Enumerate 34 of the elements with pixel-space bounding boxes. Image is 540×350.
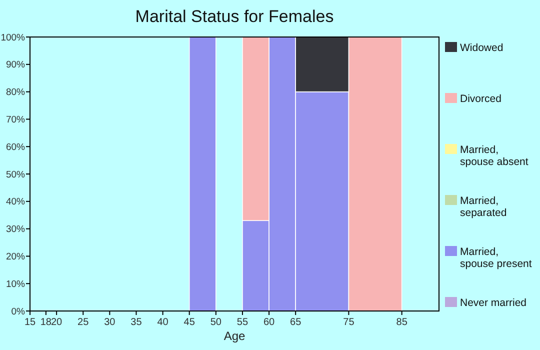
y-tick-label: 50% bbox=[6, 169, 26, 180]
x-tick-label: 25 bbox=[78, 317, 90, 328]
bar bbox=[188, 36, 216, 312]
legend-label: Married, spouse present bbox=[460, 246, 532, 270]
x-axis-title: Age bbox=[224, 329, 246, 343]
x-tick-label: 40 bbox=[157, 317, 169, 328]
legend-label: Widowed bbox=[460, 42, 504, 54]
y-tick-label: 60% bbox=[6, 142, 26, 153]
legend-label: Married, separated bbox=[460, 195, 507, 219]
y-tick-label: 0% bbox=[11, 306, 26, 318]
x-tick-label: 20 bbox=[50, 317, 63, 328]
x-tick-label: 30 bbox=[104, 317, 116, 328]
x-tick-label: 15 bbox=[24, 317, 36, 328]
x-tick-label: 50 bbox=[210, 317, 222, 328]
x-tick-label: 85 bbox=[396, 317, 408, 328]
x-tick-label: 18 bbox=[40, 317, 52, 328]
y-tick-label: 80% bbox=[6, 87, 26, 98]
x-tick-label: 35 bbox=[130, 317, 142, 328]
y-tick-label: 20% bbox=[6, 252, 26, 263]
x-tick-label: 55 bbox=[236, 317, 248, 328]
legend-label: Never married bbox=[460, 297, 527, 309]
x-tick-label: 45 bbox=[184, 317, 196, 328]
y-tick-label: 30% bbox=[6, 224, 26, 236]
legend-label: Married, spouse absent bbox=[460, 144, 528, 168]
y-tick-label: 90% bbox=[6, 60, 26, 71]
legend-label: Divorced bbox=[460, 93, 502, 105]
x-tick-label: 65 bbox=[290, 317, 302, 328]
y-tick-label: 10% bbox=[6, 278, 26, 290]
x-tick-label: 75 bbox=[343, 317, 355, 328]
chart-title: Marital Status for Females bbox=[135, 7, 334, 26]
y-tick-label: 40% bbox=[6, 196, 26, 208]
x-tick-label: 60 bbox=[263, 317, 276, 328]
y-tick-label: 100% bbox=[0, 32, 26, 44]
y-tick-label: 70% bbox=[6, 114, 26, 126]
